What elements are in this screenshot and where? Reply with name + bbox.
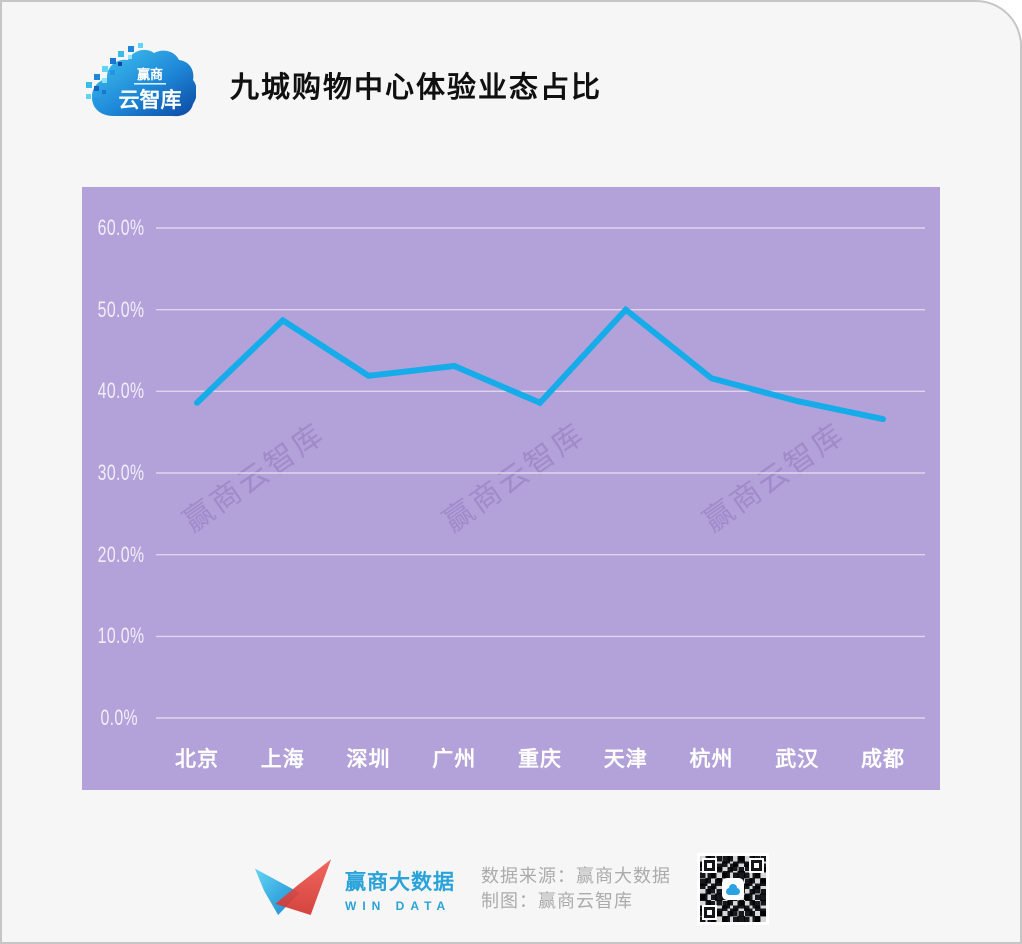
- logo-brand-text: 赢商: [137, 67, 163, 82]
- windata-subtitle: WIN DATA: [345, 898, 452, 913]
- credit-line: 制图：赢商云智库: [481, 891, 633, 911]
- qr-finder-icon: [702, 905, 717, 920]
- chart-panel: 赢商云智库 赢商云智库 赢商云智库 60.0% 50.0% 40.0% 30.0% 20…: [82, 187, 940, 790]
- x-axis-label: 北京: [175, 748, 219, 771]
- footer: 赢商大数据 WIN DATA 数据来源：赢商大数据 制图：赢商云智库: [2, 853, 1020, 925]
- logo-pixel-squares: [86, 43, 143, 102]
- x-axis-label: 成都: [861, 748, 905, 771]
- x-axis-label: 杭州: [689, 748, 734, 771]
- windata-name: 赢商大数据: [345, 870, 455, 894]
- y-axis-tick: 0.0%: [100, 705, 138, 731]
- qr-center-logo: [722, 878, 744, 900]
- windata-wordmark: 赢商大数据 WIN DATA: [345, 866, 455, 913]
- qr-code: [697, 853, 769, 925]
- windata-logo: 赢商大数据 WIN DATA: [253, 857, 455, 921]
- y-axis-tick: 50.0%: [97, 296, 145, 322]
- logo-underline: [134, 83, 166, 85]
- x-axis-label: 广州: [432, 748, 477, 771]
- y-axis-tick: 40.0%: [97, 378, 145, 404]
- trend-line: [194, 305, 886, 423]
- x-axis-label: 武汉: [775, 748, 820, 771]
- y-axis-tick: 30.0%: [97, 460, 145, 485]
- x-axis-label: 天津: [603, 748, 648, 771]
- x-axis-label: 深圳: [346, 748, 391, 771]
- data-source-block: 数据来源：赢商大数据 制图：赢商云智库: [481, 864, 671, 914]
- cloud-icon: [726, 884, 740, 895]
- data-source-line: 数据来源：赢商大数据: [481, 865, 671, 886]
- page-title: 九城购物中心体验业态占比: [230, 72, 603, 104]
- header: 赢商 云智库 九城购物中心体验业态占比: [84, 42, 602, 128]
- qr-finder-icon: [702, 858, 717, 873]
- logo-product-text: 云智库: [119, 88, 182, 112]
- y-axis-tick: 60.0%: [97, 215, 145, 240]
- line-chart: [156, 227, 925, 719]
- windata-butterfly-icon: [254, 859, 332, 916]
- qr-finder-icon: [749, 858, 764, 873]
- y-axis-tick: 20.0%: [97, 541, 145, 567]
- qr-pattern: [700, 856, 766, 922]
- x-axis-label: 重庆: [518, 748, 562, 771]
- x-axis-label: 上海: [260, 748, 305, 771]
- y-axis-tick: 10.0%: [97, 623, 145, 649]
- winshang-cloud-logo: 赢商 云智库: [86, 43, 196, 117]
